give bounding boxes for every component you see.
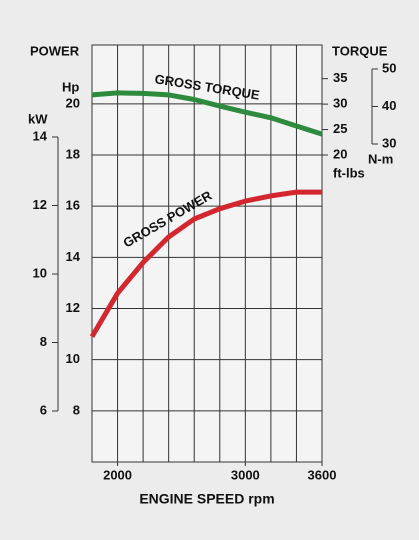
kw-unit: kW [28,111,48,126]
series-line [89,189,322,338]
x-tick-label: 3600 [308,467,337,482]
nm-tick-label: 50 [382,60,396,75]
hp-unit: Hp [62,79,79,94]
y-tick-label: 16 [66,198,80,213]
torque-tick-label: 30 [333,96,347,111]
plot-area [91,44,323,463]
kw-tick-label: 14 [33,128,48,143]
kw-tick-label: 12 [33,197,47,212]
kw-tick-label: 10 [33,265,47,280]
nm-unit: N-m [368,151,393,166]
y-tick-label: 18 [66,146,80,161]
x-tick-label: 2000 [103,467,132,482]
series-line [91,90,323,137]
torque-tick-label: 25 [333,121,347,136]
torque-label: TORQUE [332,43,388,58]
kw-tick-label: 8 [40,334,47,349]
x-axis-label: ENGINE SPEED rpm [139,491,274,507]
x-tick-label: 3000 [231,467,260,482]
ftlbs-unit: ft-lbs [333,165,365,180]
nm-tick-label: 40 [382,98,396,113]
y-tick-label: 14 [66,249,81,264]
y-tick-label: 8 [73,402,80,417]
torque-tick-label: 20 [333,146,347,161]
torque-tick-label: 35 [333,70,347,85]
y-tick-label: 10 [66,351,80,366]
nm-tick-label: 30 [382,135,396,150]
y-tick-label: 12 [66,300,80,315]
kw-tick-label: 6 [40,402,47,417]
y-tick-label: 20 [66,95,80,110]
power-label: POWER [30,43,80,58]
